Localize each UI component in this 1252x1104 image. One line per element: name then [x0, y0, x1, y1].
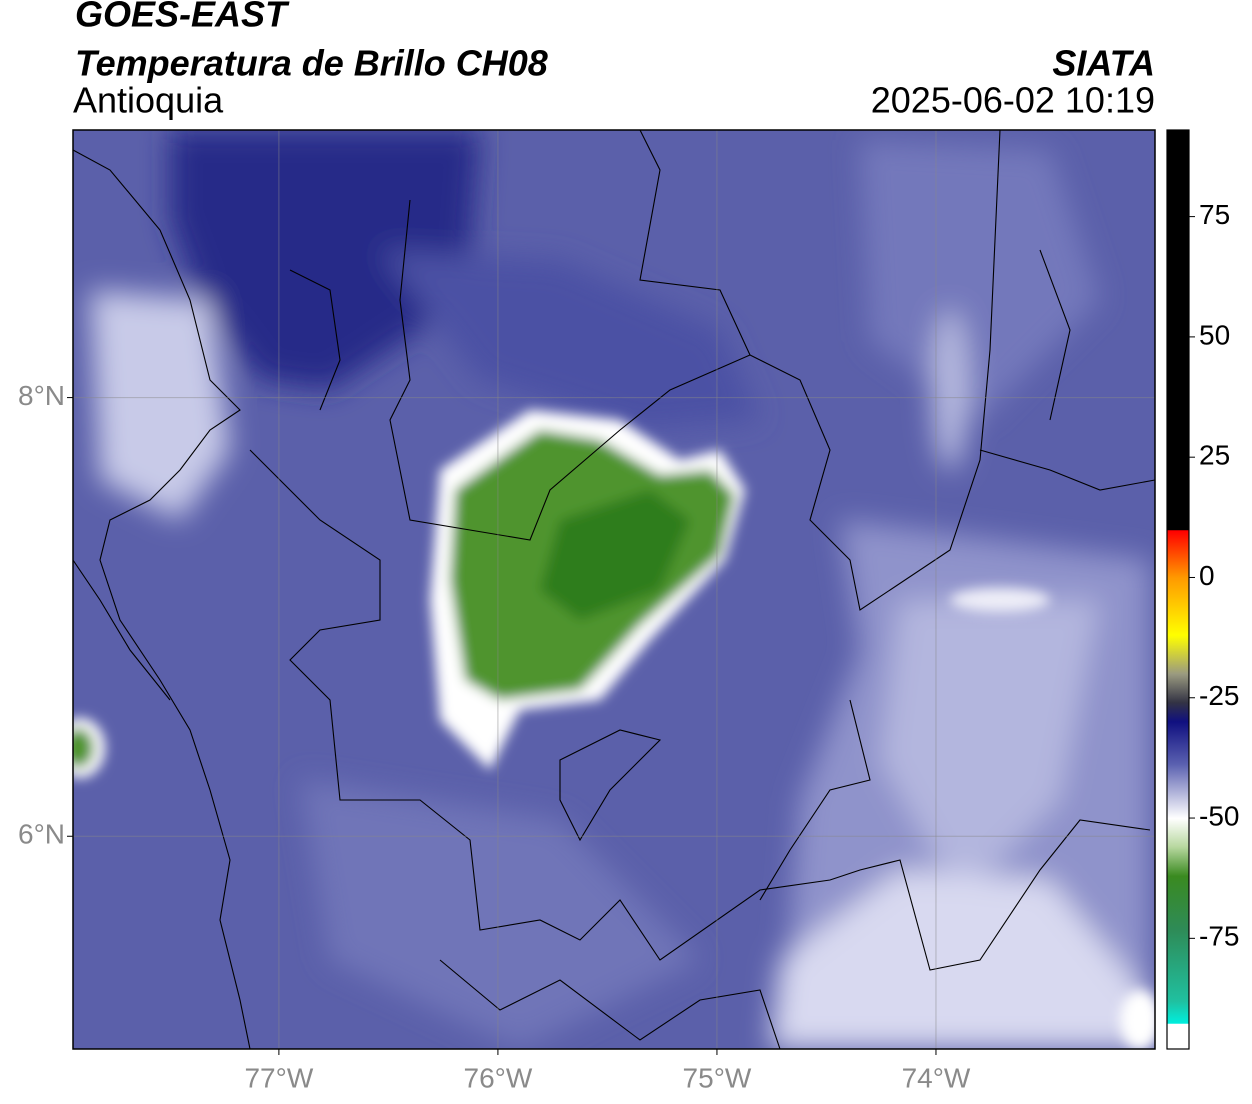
subtitle: Temperatura de Brillo CH08 [75, 43, 548, 84]
lon-tick-label: 77°W [244, 1062, 313, 1093]
colorbar-tick-label: 0 [1199, 560, 1215, 591]
colorbar-tick-label: 50 [1199, 319, 1230, 350]
satellite-image [73, 130, 1155, 1049]
colorbar-tick-label: -75 [1199, 921, 1239, 952]
colorbar-tick-label: 75 [1199, 199, 1230, 230]
colorbar-tick-label: -25 [1199, 680, 1239, 711]
region: Antioquia [73, 80, 224, 121]
lat-tick-label: 8°N [18, 380, 65, 411]
graticule [73, 130, 1155, 1049]
agency: SIATA [1052, 43, 1155, 84]
lon-tick-label: 74°W [902, 1062, 971, 1093]
map-frame [72, 129, 1156, 1050]
lat-tick-label: 6°N [18, 819, 65, 850]
colorbar-tick-label: -50 [1199, 800, 1239, 831]
title: GOES-EAST [75, 0, 290, 35]
lon-tick-label: 76°W [464, 1062, 533, 1093]
borders [73, 130, 1155, 1049]
colorbar-tick-label: 25 [1199, 440, 1230, 471]
colorbar [1166, 129, 1190, 1050]
datetime: 2025-06-02 10:19 [871, 80, 1155, 121]
lon-tick-label: 75°W [683, 1062, 752, 1093]
